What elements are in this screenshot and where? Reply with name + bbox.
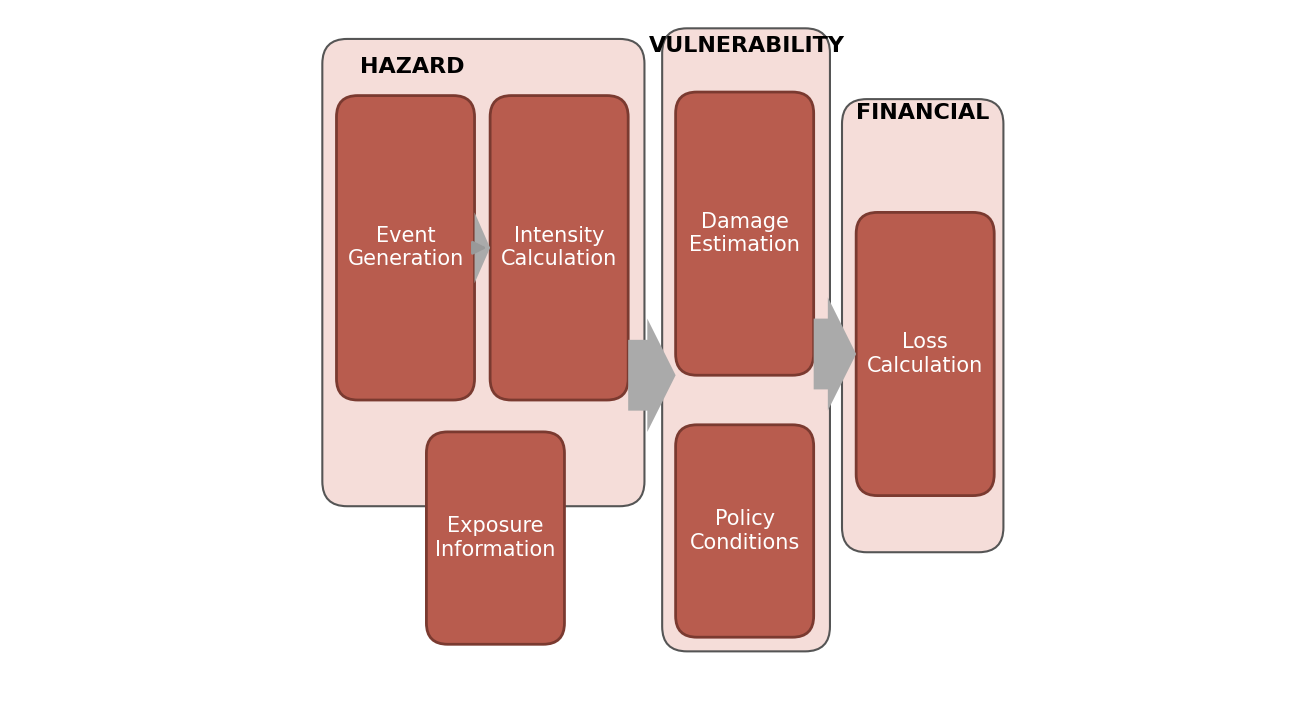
Text: Event
Generation: Event Generation [348,226,463,270]
Polygon shape [474,212,490,283]
Text: Exposure
Information: Exposure Information [435,516,555,560]
Text: Policy
Conditions: Policy Conditions [689,509,800,553]
Polygon shape [814,297,856,411]
FancyBboxPatch shape [490,96,628,400]
FancyBboxPatch shape [676,425,814,637]
Text: Intensity
Calculation: Intensity Calculation [502,226,617,270]
FancyBboxPatch shape [662,28,830,651]
Polygon shape [628,319,676,432]
FancyBboxPatch shape [427,432,565,644]
FancyBboxPatch shape [676,92,814,375]
Text: Damage
Estimation: Damage Estimation [689,212,800,256]
Text: FINANCIAL: FINANCIAL [856,103,990,123]
FancyBboxPatch shape [322,39,645,506]
Text: Loss
Calculation: Loss Calculation [867,332,983,376]
FancyBboxPatch shape [842,99,1003,552]
FancyBboxPatch shape [336,96,474,400]
FancyBboxPatch shape [856,212,994,496]
Text: HAZARD: HAZARD [360,57,465,77]
Text: VULNERABILITY: VULNERABILITY [649,36,844,56]
